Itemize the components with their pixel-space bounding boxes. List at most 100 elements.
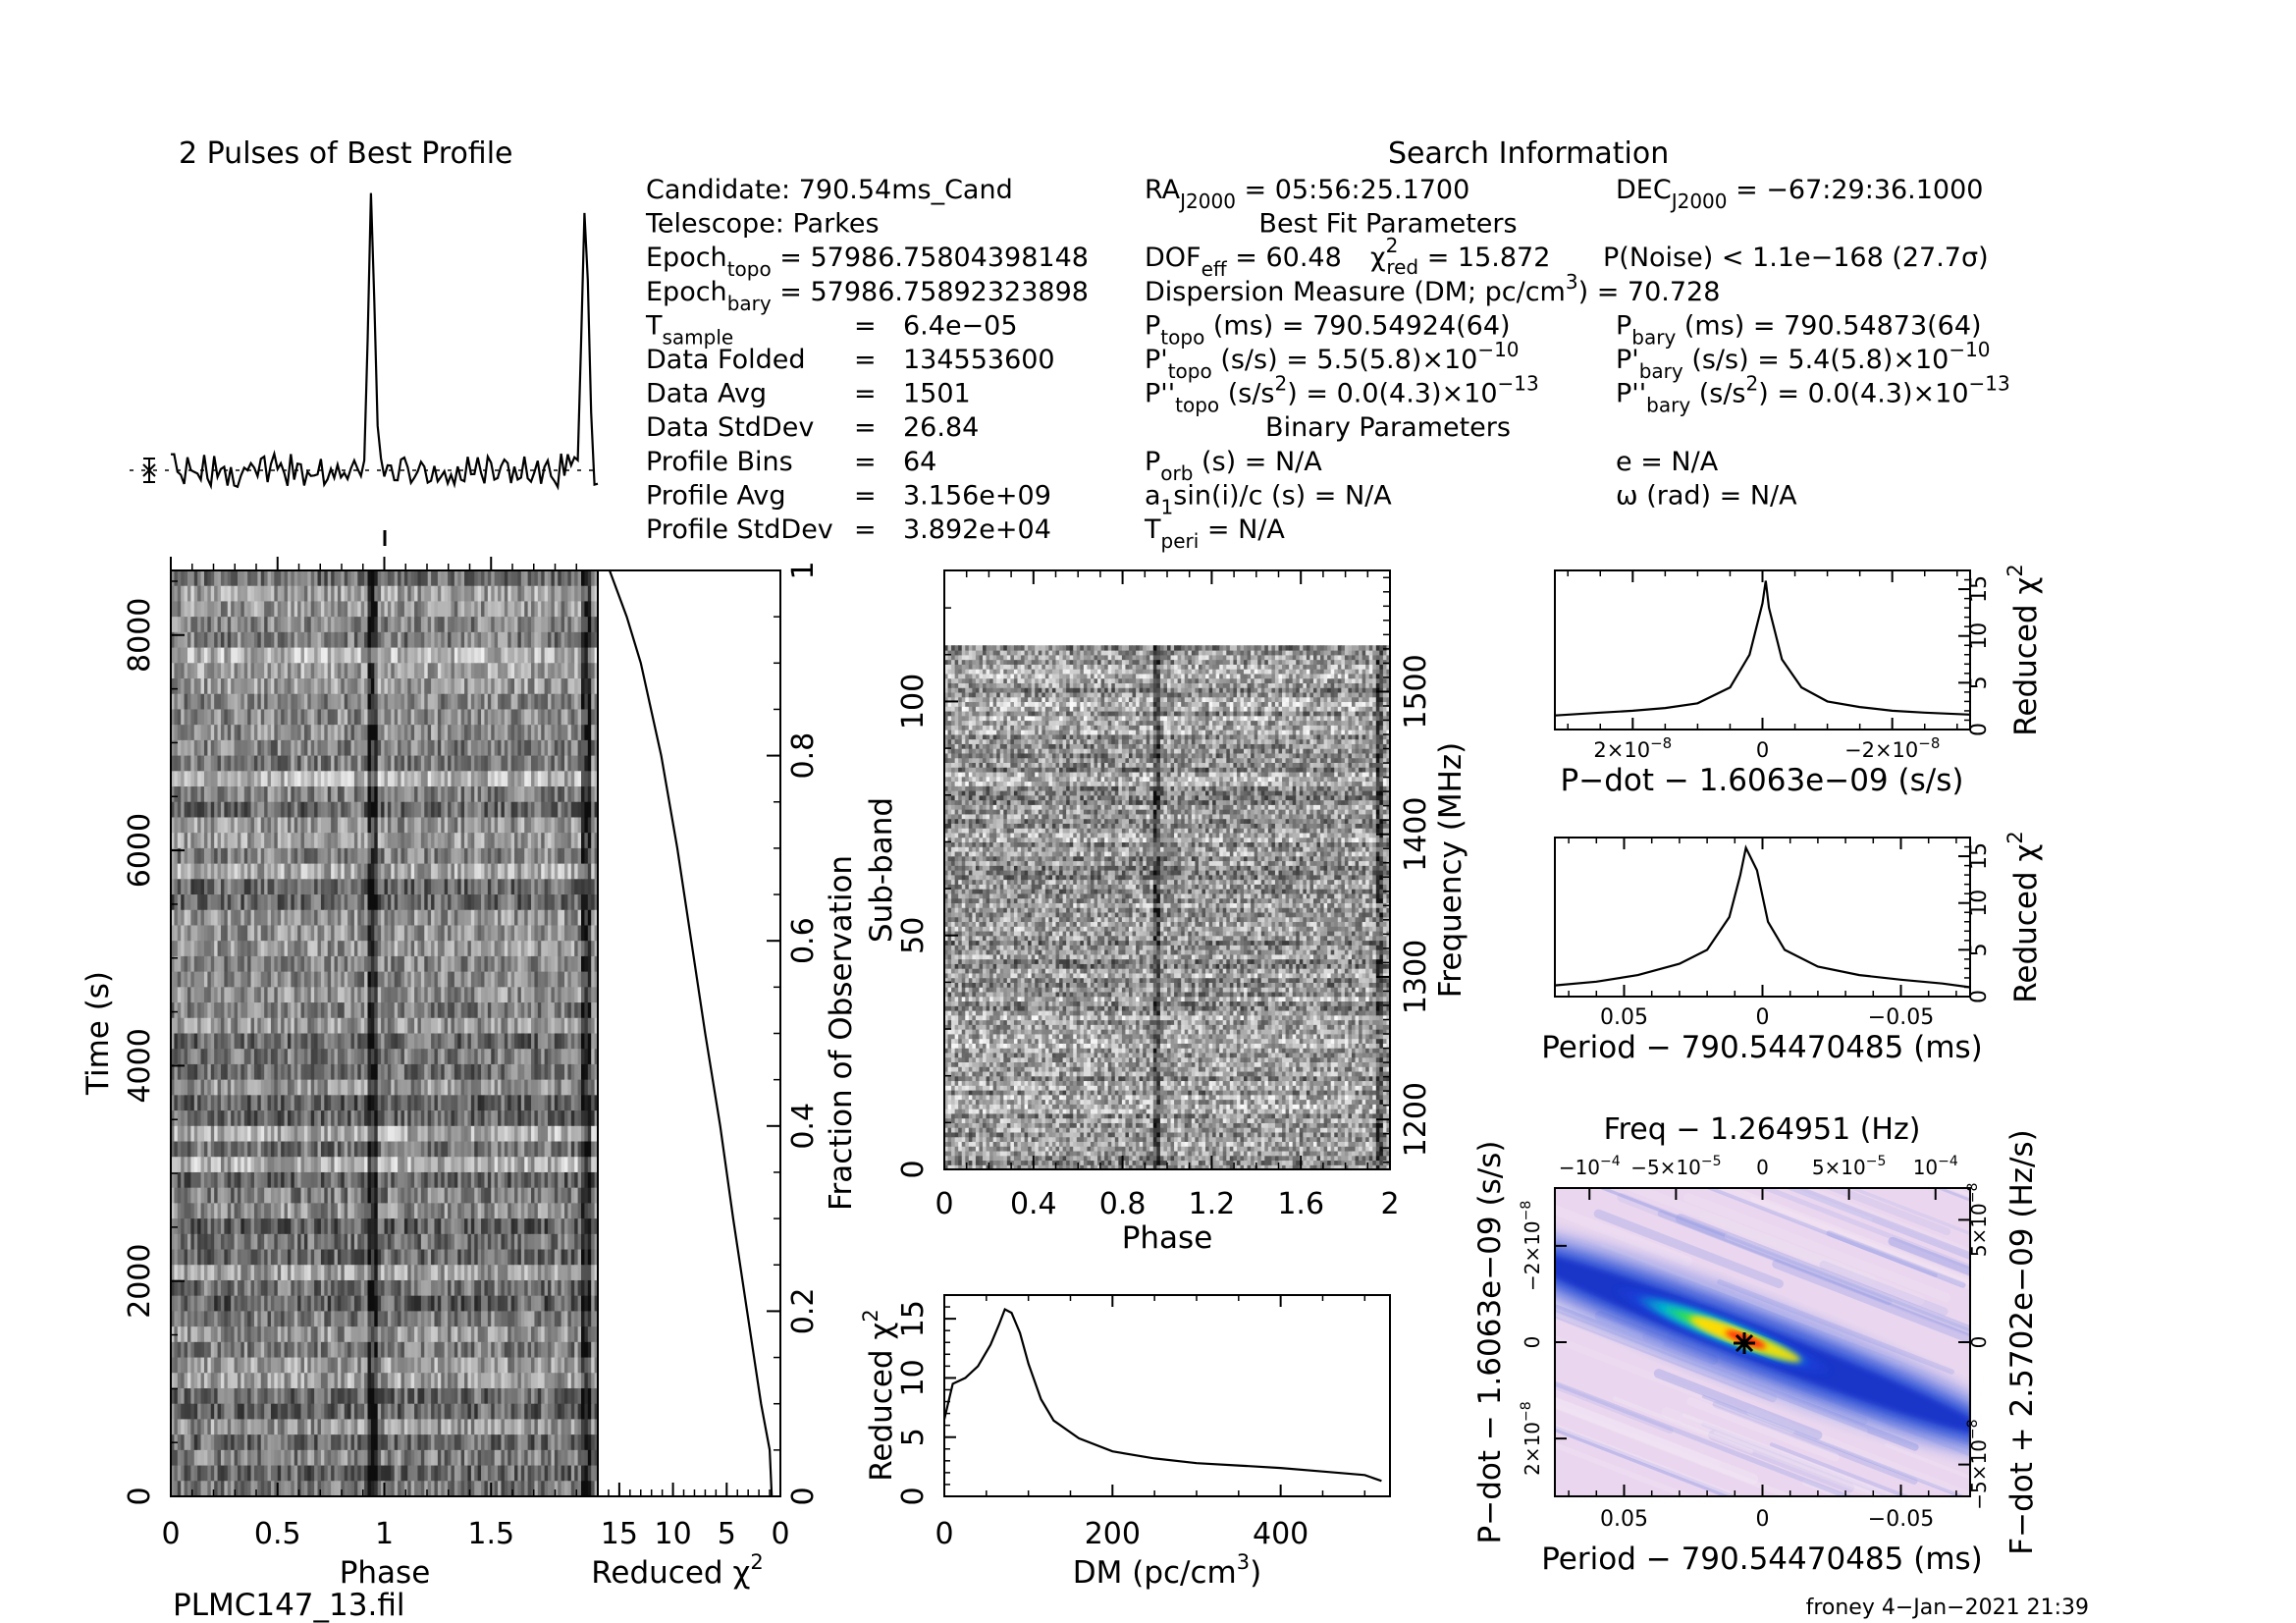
time-phase-cell [324,1063,329,1081]
time-phase-cell [270,647,275,664]
time-phase-cell [470,570,475,587]
time-phase-cell [484,647,489,664]
time-phase-cell [510,678,515,695]
time-phase-cell [570,585,575,603]
time-phase-cell [391,631,396,649]
profile-plot [130,192,599,546]
time-phase-cell [231,1002,236,1019]
time-phase-cell [247,663,252,679]
time-phase-cell [217,631,222,649]
time-phase-cell [220,755,225,772]
time-phase-cell [324,771,329,787]
time-phase-cell [174,647,179,664]
time-phase-cell [431,863,436,880]
omega: ω (rad) = N/A [1616,480,1797,511]
time-phase-cell [267,786,272,803]
time-phase-cell [277,617,282,633]
time-phase-cell [387,663,392,679]
time-phase-cell [470,863,475,880]
dec: DECJ2000 = −67:29:36.1000 [1616,175,1983,213]
time-phase-cell [300,617,305,633]
time-phase-cell [171,678,175,695]
time-phase-cell [394,663,399,679]
time-phase-cell [541,631,546,649]
time-phase-cell [357,585,362,603]
time-phase-cell [334,925,339,942]
time-phase-cell [558,585,562,603]
time-phase-cell [270,585,275,603]
time-phase-cell [227,585,232,603]
time-phase-cell [190,693,195,711]
time-phase-cell [524,617,529,633]
time-phase-cell [470,925,475,942]
time-phase-cell [274,663,279,679]
time-phase-cell [200,647,205,664]
time-phase-cell [300,601,305,618]
time-phase-cell [514,631,519,649]
time-phase-cell [481,863,486,880]
time-phase-cell [467,631,472,649]
time-phase-cell [487,617,492,633]
time-phase-cell [400,955,405,973]
time-phase-cell [334,786,339,803]
time-phase-cell [441,709,446,726]
time-phase-cell [247,647,252,664]
time-phase-cell [237,585,241,603]
time-phase-cell [240,786,245,803]
time-phase-cell [374,786,379,803]
time-phase-cell [307,617,312,633]
time-phase-cell [307,601,312,618]
time-phase-cell [457,631,462,649]
time-phase-cell [347,663,352,679]
time-phase-cell [193,771,198,787]
time-phase-cell [277,585,282,603]
time-phase-cell [417,617,422,633]
time-phase-cell [324,941,329,957]
time-phase-cell [364,941,369,957]
time-phase-cell [481,1063,486,1081]
time-phase-cell [374,709,379,726]
time-phase-cell [184,817,188,834]
time-phase-cell [400,1033,405,1050]
time-phase-cell [454,585,458,603]
time-phase-cell [193,863,198,880]
time-phase-cell [270,663,275,679]
time-phase-cell [501,647,506,664]
time-phase-cell [567,585,572,603]
time-phase-cell [184,925,188,942]
time-phase-cell [214,1141,219,1158]
profile-title: 2 Pulses of Best Profile [179,136,513,171]
time-phase-cell [504,601,508,618]
time-phase-cell [441,1063,446,1081]
time-phase-cell [541,617,546,633]
time-phase-cell [551,647,556,664]
time-phase-cell [564,647,569,664]
time-phase-cell [231,1033,236,1050]
time-phase-cell [448,617,453,633]
time-phase-cell [220,786,225,803]
time-phase-cell [561,647,565,664]
time-phase-cell [231,786,236,803]
time-phase-cell [193,1110,198,1127]
pddot-topo: P''topo (s/s2) = 0.0(4.3)×10−13 [1145,372,1539,417]
time-phase-cell [220,771,225,787]
time-phase-cell [431,663,436,679]
time-phase-cell [498,1125,503,1143]
time-phase-cell [487,647,492,664]
time-phase-cell [574,678,579,695]
time-phase-cell [431,894,436,911]
time-phase-cell [214,925,219,942]
time-phase-cell [174,833,179,849]
time-phase-cell [274,601,279,618]
time-phase-cell [537,585,542,603]
time-phase-cell [324,909,329,927]
time-phase-cell [303,601,308,618]
time-phase-cell [284,585,289,603]
time-phase-cell [234,647,239,664]
time-phase-cell [267,909,272,927]
time-phase-cell [203,693,208,711]
time-phase-cell [277,601,282,618]
time-phase-cell [391,971,396,988]
time-phase-cell [214,786,219,803]
